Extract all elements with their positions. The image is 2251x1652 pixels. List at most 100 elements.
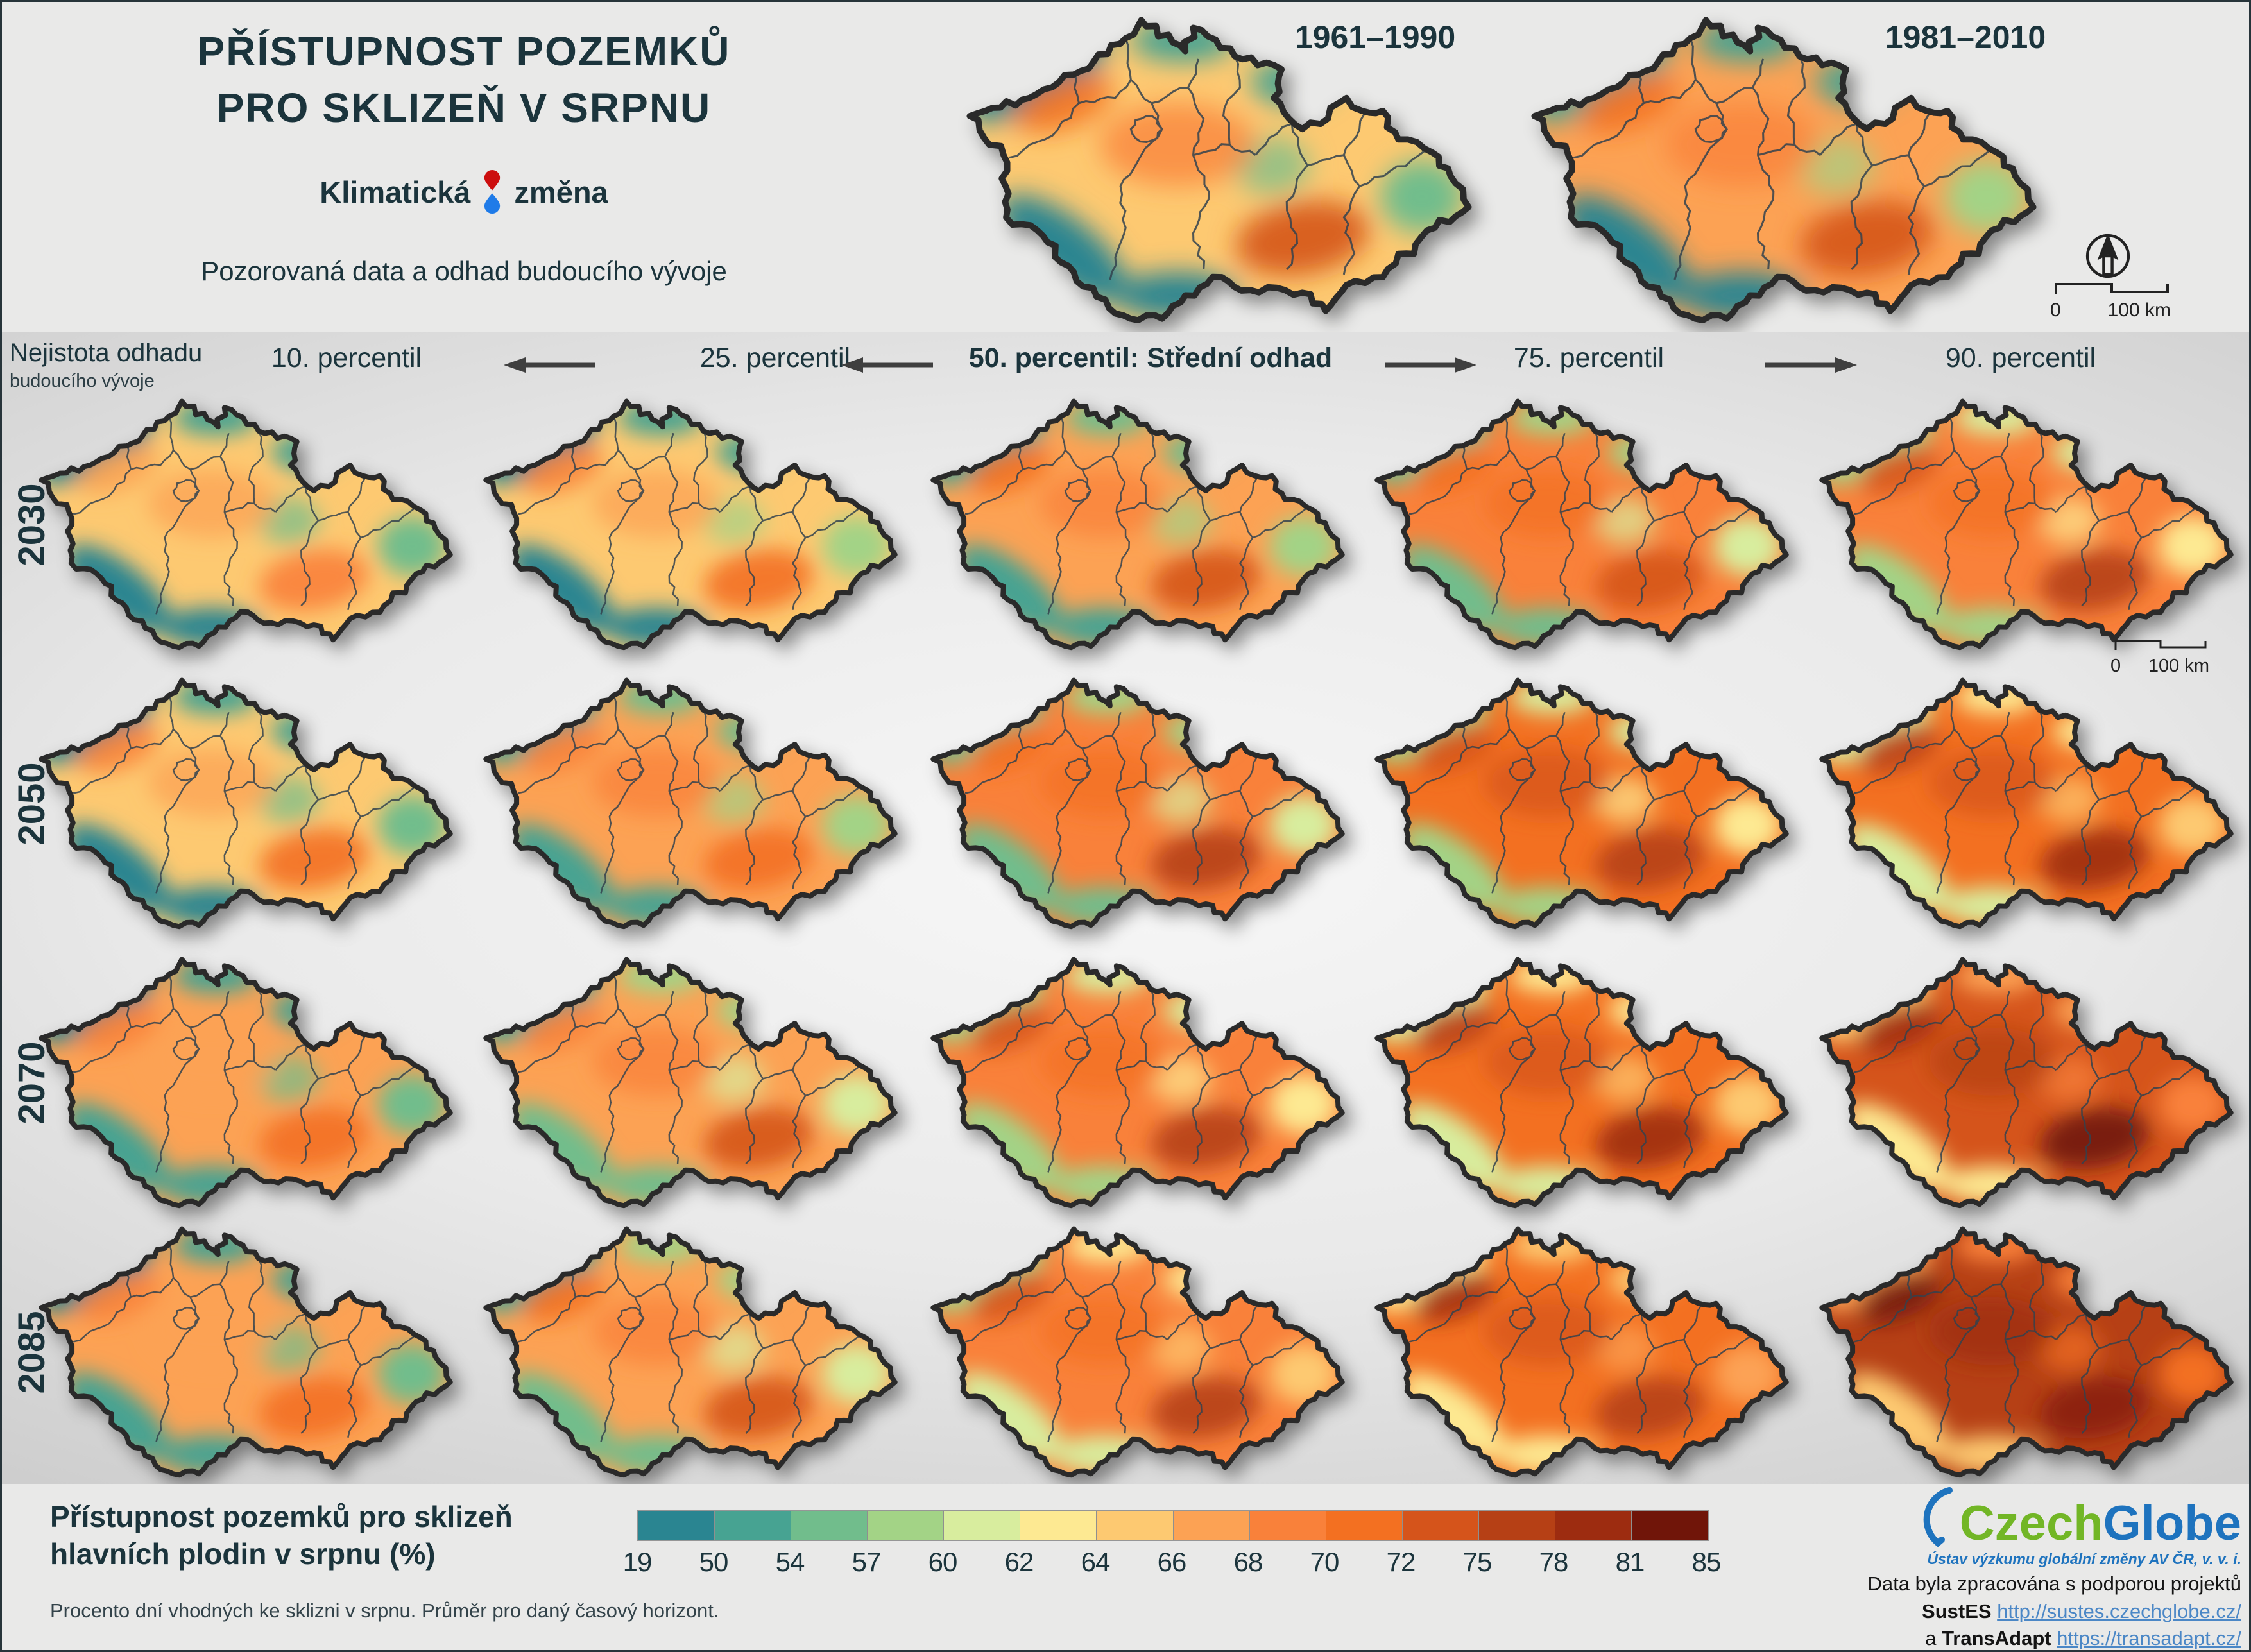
czech-map-2070-p25 bbox=[483, 957, 898, 1209]
north-arrow-icon bbox=[2085, 233, 2130, 278]
map-cell-2070-p25 bbox=[477, 951, 903, 1215]
column-header-3: 50. percentil: Střední odhad bbox=[968, 343, 1333, 373]
color-segment-3 bbox=[791, 1511, 868, 1540]
map-cell-2030-p25 bbox=[477, 393, 903, 657]
czech-map-2070-p75 bbox=[1374, 957, 1789, 1209]
czech-map-2050-p75 bbox=[1374, 677, 1789, 930]
map-1961-1990 bbox=[959, 10, 1479, 332]
map-cell-2085-p10 bbox=[33, 1220, 459, 1485]
color-segment-6 bbox=[1020, 1511, 1097, 1540]
transadapt-label: TransAdapt bbox=[1942, 1627, 2051, 1650]
czech-map-1981-2010 bbox=[1531, 17, 2037, 324]
legend-tick-72: 72 bbox=[1386, 1547, 1416, 1577]
map-cell-2070-p75 bbox=[1369, 951, 1795, 1215]
color-segment-11 bbox=[1402, 1511, 1479, 1540]
subtitle: Pozorovaná data a odhad budoucího vývoje bbox=[201, 256, 727, 286]
czech-map-2030-p50 bbox=[930, 398, 1345, 651]
czech-map-2085-p90 bbox=[1819, 1226, 2234, 1478]
map-cell-2050-p75 bbox=[1369, 672, 1795, 936]
color-segment-1 bbox=[638, 1511, 715, 1540]
scale-100km-label-small: 100 km bbox=[2148, 656, 2209, 676]
column-header-4: 75. percentil bbox=[1513, 343, 1665, 373]
transadapt-line: a TransAdapt https://transadapt.cz/ bbox=[1925, 1627, 2241, 1650]
czechglobe-caption: Ústav výzkumu globální změny AV ČR, v. v… bbox=[1927, 1551, 2241, 1567]
right-arrow-icon bbox=[1765, 357, 1857, 373]
czech-map-2070-p90 bbox=[1819, 957, 2234, 1209]
sustes-link[interactable]: http://sustes.czechglobe.cz/ bbox=[1997, 1599, 2241, 1622]
map-cell-2030-p90 bbox=[1813, 393, 2239, 657]
scale-100km-label: 100 km bbox=[2107, 300, 2171, 321]
map-cell-2030-p50 bbox=[925, 393, 1351, 657]
czech-map-2085-p25 bbox=[483, 1226, 898, 1478]
legend-title-line2: hlavních plodin v srpnu (%) bbox=[50, 1537, 436, 1571]
map-cell-2085-p75 bbox=[1369, 1220, 1795, 1485]
map-cell-2050-p90 bbox=[1813, 672, 2239, 936]
left-arrow-icon bbox=[841, 357, 933, 373]
legend-tick-50: 50 bbox=[699, 1547, 729, 1577]
czech-map-2070-p10 bbox=[39, 957, 453, 1209]
czech-map-1961-1990 bbox=[966, 17, 1472, 324]
czechglobe-logo: CzechGlobe bbox=[1916, 1486, 2241, 1548]
transadapt-link[interactable]: https://transadapt.cz/ bbox=[2057, 1627, 2241, 1650]
left-arrow-icon bbox=[504, 357, 595, 373]
column-header-2: 25. percentil bbox=[699, 343, 851, 373]
czech-map-2030-p10 bbox=[39, 398, 453, 651]
scale-bar bbox=[2055, 283, 2169, 294]
czech-map-2050-p10 bbox=[39, 677, 453, 930]
legend-tick-57: 57 bbox=[852, 1547, 882, 1577]
czech-map-2085-p75 bbox=[1374, 1226, 1789, 1478]
map-1981-2010 bbox=[1524, 10, 2044, 332]
scale-zero-label: 0 bbox=[2050, 300, 2061, 321]
color-segment-10 bbox=[1326, 1511, 1403, 1540]
map-cell-2070-p50 bbox=[925, 951, 1351, 1215]
uncertainty-sublabel: budoucího vývoje bbox=[10, 371, 155, 391]
page-title-line1: PŘÍSTUPNOST POZEMKŮ bbox=[197, 28, 731, 74]
legend-tick-81: 81 bbox=[1615, 1547, 1645, 1577]
color-segment-8 bbox=[1173, 1511, 1250, 1540]
legend-tick-66: 66 bbox=[1157, 1547, 1187, 1577]
ref-map-label-1961-1990: 1961–1990 bbox=[1294, 19, 1456, 55]
sustes-label: SustES bbox=[1922, 1599, 1992, 1622]
uncertainty-label: Nejistota odhadu bbox=[10, 339, 203, 367]
scale-zero-label-small: 0 bbox=[2110, 656, 2121, 676]
map-cell-2085-p90 bbox=[1813, 1220, 2239, 1485]
map-cell-2030-p75 bbox=[1369, 393, 1795, 657]
color-segment-12 bbox=[1478, 1511, 1555, 1540]
klimaticka-zmena-logo: Klimatická změna bbox=[79, 170, 849, 214]
right-arrow-icon bbox=[1385, 357, 1476, 373]
color-segment-9 bbox=[1249, 1511, 1326, 1540]
legend-tick-75: 75 bbox=[1462, 1547, 1493, 1577]
legend-title-line1: Přístupnost pozemků pro sklizeň bbox=[50, 1500, 513, 1533]
czech-map-2030-p25 bbox=[483, 398, 898, 651]
czechglobe-word-czech: Czech bbox=[1959, 1496, 2103, 1551]
color-segment-4 bbox=[868, 1511, 945, 1540]
map-cell-2050-p25 bbox=[477, 672, 903, 936]
legend-note: Procento dní vhodných ke sklizni v srpnu… bbox=[50, 1599, 719, 1622]
legend-tick-19: 19 bbox=[622, 1547, 653, 1577]
page-title-line2: PRO SKLIZEŇ V SRPNU bbox=[216, 85, 712, 131]
czech-map-2070-p50 bbox=[930, 957, 1345, 1209]
credit-line: Data byla zpracována s podporou projektů bbox=[1867, 1572, 2241, 1595]
legend-tick-54: 54 bbox=[775, 1547, 805, 1577]
column-header-1: 10. percentil bbox=[271, 343, 422, 373]
logo-word-2: změna bbox=[514, 175, 608, 209]
legend-tick-68: 68 bbox=[1233, 1547, 1263, 1577]
map-cell-2050-p50 bbox=[925, 672, 1351, 936]
column-header-5: 90. percentil bbox=[1945, 343, 2096, 373]
header-band: PŘÍSTUPNOST POZEMKŮ PRO SKLIZEŇ V SRPNU … bbox=[2, 2, 2249, 332]
map-cell-2085-p25 bbox=[477, 1220, 903, 1485]
matrix-band: Nejistota odhadu budoucího vývoje 10. pe… bbox=[2, 332, 2249, 1485]
czechglobe-credit-block: CzechGlobe Ústav výzkumu globální změny … bbox=[1868, 1486, 2241, 1650]
czechglobe-word-globe: Globe bbox=[2103, 1496, 2241, 1551]
map-cell-2070-p90 bbox=[1813, 951, 2239, 1215]
color-scale-bar bbox=[637, 1510, 1709, 1541]
legend-tick-62: 62 bbox=[1004, 1547, 1034, 1577]
scale-bar-small bbox=[2114, 640, 2207, 650]
color-segment-14 bbox=[1632, 1511, 1708, 1540]
map-cell-2050-p10 bbox=[33, 672, 459, 936]
sustes-line: SustES http://sustes.czechglobe.cz/ bbox=[1922, 1600, 2241, 1623]
czechglobe-arc-icon bbox=[1923, 1487, 1953, 1547]
ref-map-label-1981-2010: 1981–2010 bbox=[1885, 19, 2046, 55]
color-segment-7 bbox=[1097, 1511, 1174, 1540]
